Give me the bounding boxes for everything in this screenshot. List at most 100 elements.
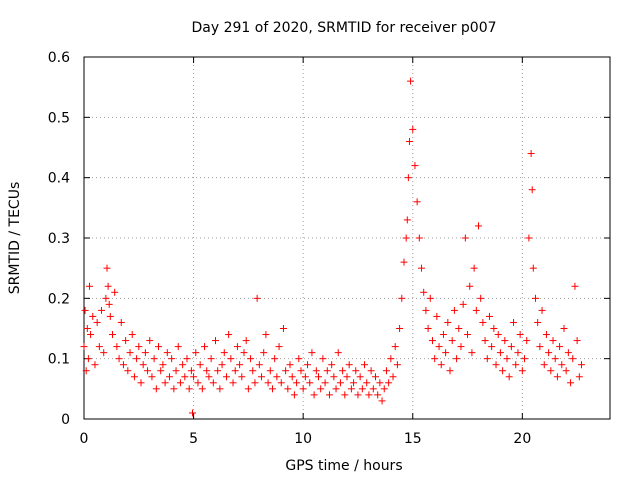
- data-point: [501, 337, 509, 345]
- data-point: [323, 367, 331, 375]
- data-point: [220, 349, 228, 357]
- data-point: [528, 186, 536, 194]
- data-point: [82, 367, 90, 375]
- data-point: [310, 391, 318, 399]
- data-point: [91, 361, 99, 369]
- data-point: [405, 137, 413, 145]
- data-point: [536, 343, 544, 351]
- data-point: [279, 325, 287, 332]
- data-point: [273, 373, 281, 381]
- data-point: [111, 288, 119, 296]
- data-point: [361, 361, 369, 369]
- data-point: [174, 343, 182, 351]
- data-point: [133, 355, 141, 363]
- data-point: [363, 379, 371, 387]
- data-point: [297, 367, 305, 375]
- data-point: [312, 367, 320, 375]
- data-point: [315, 373, 323, 381]
- data-point: [525, 234, 533, 242]
- data-point: [420, 288, 428, 296]
- data-point: [367, 367, 375, 375]
- data-point: [540, 361, 548, 369]
- data-point: [569, 355, 577, 363]
- data-point: [218, 361, 226, 369]
- data-point: [356, 373, 364, 381]
- data-point: [304, 361, 312, 369]
- y-tick-label: 0.1: [48, 352, 70, 368]
- data-point: [538, 306, 546, 314]
- data-point: [288, 373, 296, 381]
- data-point: [190, 373, 198, 381]
- data-point: [426, 294, 434, 302]
- data-point: [442, 349, 450, 357]
- data-point: [161, 379, 169, 387]
- data-point: [188, 409, 196, 417]
- data-point: [330, 373, 338, 381]
- data-point: [499, 367, 507, 375]
- data-point: [503, 355, 511, 363]
- data-point: [560, 325, 568, 332]
- data-point: [479, 318, 487, 326]
- data-point: [545, 349, 553, 357]
- data-point: [435, 343, 443, 351]
- data-point: [422, 306, 430, 314]
- data-point: [553, 373, 561, 381]
- data-point: [321, 379, 329, 387]
- data-point: [415, 234, 423, 242]
- data-point: [207, 355, 215, 363]
- data-point: [457, 343, 465, 351]
- data-point: [409, 125, 417, 133]
- data-point: [247, 355, 255, 363]
- x-tick-label: 0: [80, 431, 89, 447]
- data-point: [308, 349, 316, 357]
- data-point: [165, 373, 173, 381]
- x-tick-label: 20: [513, 431, 531, 447]
- data-point: [391, 343, 399, 351]
- data-point: [80, 343, 88, 351]
- data-point: [266, 367, 274, 375]
- data-point: [492, 361, 500, 369]
- data-point: [549, 337, 557, 345]
- data-point: [103, 264, 111, 272]
- data-point: [369, 385, 377, 393]
- data-point: [339, 367, 347, 375]
- data-point: [439, 331, 447, 339]
- data-point: [343, 373, 351, 381]
- x-tick-label: 5: [189, 431, 198, 447]
- data-point: [542, 331, 550, 339]
- data-point: [100, 349, 108, 357]
- data-point: [179, 361, 187, 369]
- data-point: [448, 337, 456, 345]
- data-point: [170, 385, 178, 393]
- data-point: [354, 391, 362, 399]
- data-point: [404, 174, 412, 182]
- data-point: [453, 355, 461, 363]
- data-point: [573, 337, 581, 345]
- data-point: [295, 355, 303, 363]
- data-point: [238, 373, 246, 381]
- data-point: [374, 391, 382, 399]
- data-point: [85, 282, 93, 290]
- data-point: [523, 337, 531, 345]
- data-point: [398, 294, 406, 302]
- data-point: [144, 367, 152, 375]
- data-point: [159, 361, 167, 369]
- data-point: [255, 361, 263, 369]
- data-point: [490, 325, 498, 332]
- data-point: [212, 337, 219, 345]
- data-point: [117, 318, 125, 326]
- data-point: [260, 349, 268, 357]
- data-point: [93, 318, 101, 326]
- data-point: [418, 264, 426, 272]
- data-point: [385, 379, 393, 387]
- data-point: [470, 264, 478, 272]
- data-point: [194, 379, 202, 387]
- data-points: [80, 77, 586, 417]
- data-point: [233, 343, 241, 351]
- y-tick-label: 0.5: [48, 110, 70, 126]
- data-point: [556, 343, 564, 351]
- data-point: [135, 343, 143, 351]
- data-point: [505, 373, 513, 381]
- data-point: [284, 385, 292, 393]
